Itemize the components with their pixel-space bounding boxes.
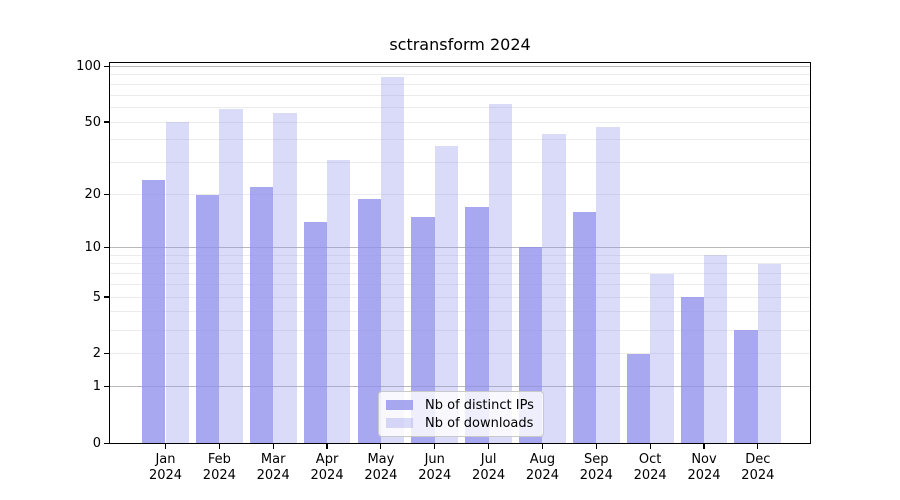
bar-distinct-ips-nov bbox=[680, 297, 704, 444]
y-axis-tick bbox=[104, 194, 109, 196]
y-tick-label: 0 bbox=[92, 436, 101, 451]
y-gridline-minor bbox=[109, 94, 811, 96]
x-axis-tick bbox=[541, 443, 544, 449]
x-axis-tick bbox=[757, 443, 759, 449]
y-gridline-minor bbox=[109, 283, 811, 285]
bar-distinct-ips-sep bbox=[572, 211, 597, 444]
y-gridline-major bbox=[109, 246, 811, 248]
y-axis-tick bbox=[104, 296, 109, 298]
y-axis-tick bbox=[104, 65, 109, 67]
x-axis-tick bbox=[380, 443, 382, 449]
bar-downloads-jun bbox=[434, 146, 459, 444]
legend-label-downloads: Nb of downloads bbox=[425, 415, 534, 431]
bar-distinct-ips-jun bbox=[411, 216, 435, 444]
bar-downloads-apr bbox=[327, 160, 351, 444]
y-gridline-minor bbox=[109, 311, 811, 313]
x-tick-label: Feb 2024 bbox=[202, 452, 236, 483]
plot-frame bbox=[109, 61, 811, 444]
y-tick-label: 2 bbox=[92, 346, 101, 362]
y-gridline-minor bbox=[109, 139, 811, 141]
y-gridline-minor bbox=[109, 329, 811, 331]
y-tick-label: 1 bbox=[92, 379, 101, 395]
y-gridline-minor bbox=[109, 83, 811, 85]
y-tick-label: 10 bbox=[84, 239, 101, 255]
bar-distinct-ips-may bbox=[357, 198, 381, 444]
bar-distinct-ips-jan bbox=[142, 180, 166, 444]
x-tick-label: Oct 2024 bbox=[633, 452, 667, 483]
legend-item-distinct-ips: Nb of distinct IPs bbox=[386, 398, 535, 413]
bar-downloads-jul bbox=[488, 103, 512, 444]
chart-title: sctransform 2024 bbox=[389, 35, 531, 54]
bar-distinct-ips-dec bbox=[734, 330, 758, 444]
x-tick-label: Jun 2024 bbox=[418, 452, 452, 483]
legend-item-downloads: Nb of downloads bbox=[386, 416, 535, 431]
x-axis-tick bbox=[272, 443, 274, 449]
bar-distinct-ips-feb bbox=[195, 194, 220, 444]
bar-downloads-jan bbox=[165, 122, 189, 444]
x-axis-tick bbox=[703, 443, 705, 449]
x-axis-tick bbox=[326, 443, 328, 449]
y-gridline-minor bbox=[109, 162, 811, 164]
y-gridline-minor bbox=[109, 194, 811, 196]
y-gridline-minor bbox=[109, 254, 811, 256]
x-tick-label: May 2024 bbox=[364, 452, 398, 483]
bar-downloads-mar bbox=[273, 112, 297, 444]
y-gridline-major bbox=[109, 386, 811, 388]
y-axis-tick bbox=[104, 353, 109, 355]
bar-downloads-sep bbox=[596, 127, 620, 444]
y-axis-tick bbox=[104, 442, 109, 445]
legend: Nb of distinct IPs Nb of downloads bbox=[378, 391, 544, 437]
x-axis-tick bbox=[488, 443, 490, 449]
x-tick-label: Jan 2024 bbox=[148, 452, 183, 483]
y-gridline-minor bbox=[109, 353, 811, 355]
y-gridline-minor bbox=[109, 121, 811, 123]
x-tick-label: Aug 2024 bbox=[525, 452, 559, 483]
legend-swatch-downloads-icon bbox=[386, 418, 413, 428]
x-tick-label: Dec 2024 bbox=[741, 452, 775, 483]
y-tick-label: 5 bbox=[92, 289, 101, 305]
y-gridline-minor bbox=[109, 263, 811, 265]
bar-distinct-ips-oct bbox=[626, 353, 651, 444]
bar-distinct-ips-apr bbox=[303, 222, 328, 444]
bar-downloads-dec bbox=[757, 263, 782, 444]
bar-downloads-nov bbox=[704, 255, 728, 444]
y-axis-tick bbox=[104, 121, 109, 123]
bar-downloads-oct bbox=[650, 273, 674, 444]
x-axis-tick bbox=[434, 443, 436, 449]
x-axis-tick bbox=[218, 443, 220, 449]
y-axis-tick bbox=[104, 386, 109, 388]
y-axis-tick bbox=[104, 246, 109, 249]
x-tick-label: Mar 2024 bbox=[256, 452, 290, 483]
bar-downloads-aug bbox=[542, 134, 566, 444]
y-tick-label: 100 bbox=[76, 58, 101, 74]
x-axis-tick bbox=[595, 443, 597, 449]
x-tick-label: Sep 2024 bbox=[579, 452, 613, 483]
x-tick-label: Apr 2024 bbox=[310, 452, 344, 483]
y-gridline-minor bbox=[109, 273, 811, 274]
x-axis-tick bbox=[649, 443, 651, 449]
y-gridline-minor bbox=[109, 106, 811, 108]
y-tick-label: 50 bbox=[84, 114, 101, 130]
bar-downloads-feb bbox=[219, 108, 243, 444]
y-gridline-minor bbox=[109, 74, 811, 76]
y-gridline-minor bbox=[109, 296, 811, 298]
x-axis-tick bbox=[164, 443, 167, 449]
legend-swatch-distinct-ips-icon bbox=[386, 400, 413, 410]
bar-downloads-may bbox=[380, 77, 405, 444]
x-tick-label: Jul 2024 bbox=[472, 452, 506, 483]
legend-label-distinct-ips: Nb of distinct IPs bbox=[425, 397, 534, 413]
bar-distinct-ips-mar bbox=[249, 187, 274, 444]
bar-distinct-ips-jul bbox=[465, 207, 489, 444]
y-tick-label: 20 bbox=[84, 187, 101, 203]
y-gridline-major bbox=[109, 65, 811, 67]
x-tick-label: Nov 2024 bbox=[687, 452, 721, 483]
